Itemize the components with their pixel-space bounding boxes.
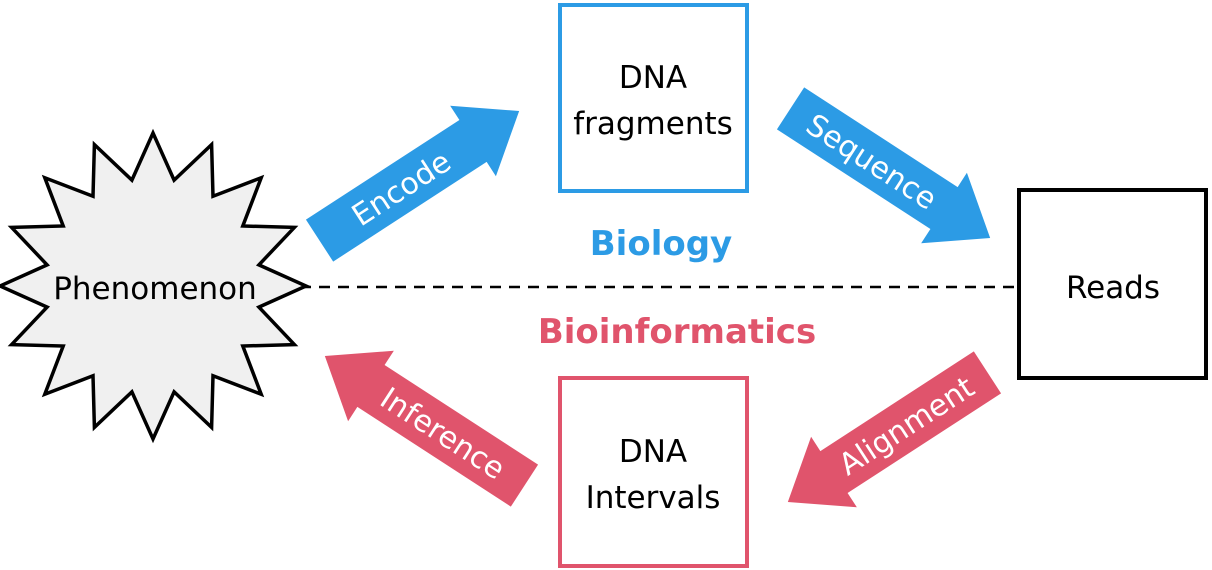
alignment-arrow-shape [787, 351, 1002, 508]
reads-box [1017, 188, 1208, 380]
sequence-arrow-shape [776, 87, 991, 244]
phenomenon-label: Phenomenon [53, 271, 257, 307]
encode-arrow-shape [305, 105, 520, 262]
dna-fragments-label-line2: fragments [573, 106, 733, 142]
inference-arrow-shape [324, 350, 539, 507]
reads-label: Reads [1066, 270, 1160, 306]
sequence-arrow-label: Sequence [800, 107, 943, 217]
dna-intervals-label-line1: DNA [619, 434, 687, 470]
dna-intervals-label-line2: Intervals [586, 480, 721, 516]
phenomenon-starburst [0, 128, 311, 444]
sequence-arrow: Sequence [776, 87, 991, 244]
dna-fragments-box [558, 3, 749, 193]
encode-arrow: Encode [305, 105, 520, 262]
dna-intervals-box [558, 376, 749, 568]
bioinformatics-label: Bioinformatics [538, 312, 816, 352]
dna-fragments-label-line1: DNA [619, 60, 687, 96]
alignment-arrow: Alignment [787, 351, 1002, 508]
biology-label: Biology [590, 224, 732, 264]
inference-arrow: Inference [324, 350, 539, 507]
alignment-arrow-label: Alignment [833, 370, 981, 483]
